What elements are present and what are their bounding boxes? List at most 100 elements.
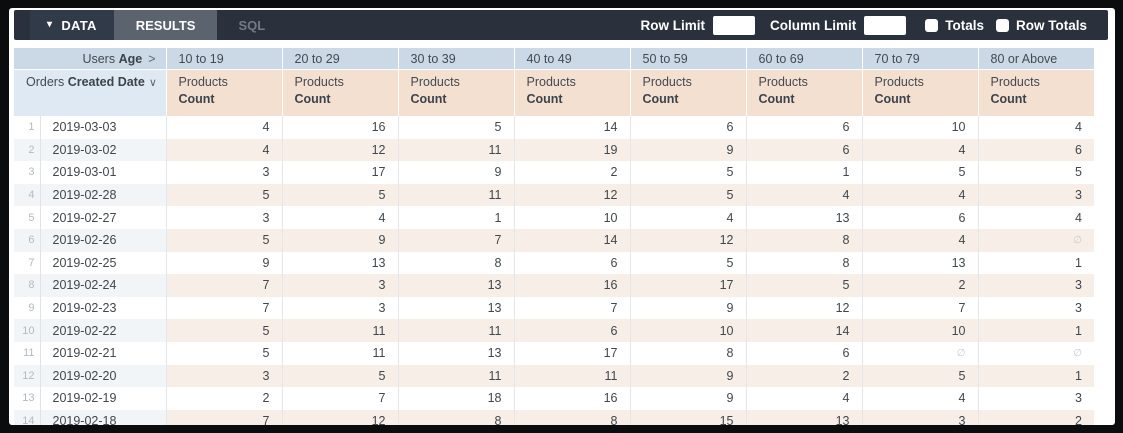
results-table-body: 1 2019-03-03 4 16 5 14 6 6 10 4 2 2019-03-02 4 12 11 19…: [14, 116, 1094, 425]
column-limit-input[interactable]: [864, 15, 907, 35]
row-number: 14: [14, 409, 40, 425]
value-cell: 12: [513, 183, 630, 207]
totals-checkbox[interactable]: [925, 18, 939, 32]
column-header-age-3[interactable]: 40 to 49: [513, 48, 630, 70]
value-cell: 7: [165, 296, 282, 320]
measure-header-2[interactable]: Products Count: [397, 69, 514, 116]
measure-header-6[interactable]: Products Count: [861, 69, 978, 116]
value-cell: 11: [281, 341, 398, 365]
value-cell: 7: [165, 274, 282, 297]
value-cell: 13: [745, 206, 862, 229]
table-row: 9 2019-02-23 7 3 13 7 9 12 7 3: [14, 296, 1094, 320]
value-cell: 3: [281, 296, 398, 320]
value-cell: 7: [281, 387, 398, 410]
row-number: 7: [28, 256, 35, 269]
value-cell: 7: [513, 296, 630, 320]
value-cell: 3: [165, 206, 282, 229]
value-cell: 13: [397, 341, 514, 365]
measure-header-4[interactable]: Products Count: [629, 69, 746, 116]
table-row: 6 2019-02-26 5 9 7 14 12 8 4 ∅: [14, 228, 1094, 252]
measure-header-5[interactable]: Products Count: [745, 69, 862, 116]
value-cell: 4: [977, 206, 1094, 229]
date-cell: 2019-02-19: [39, 387, 166, 410]
value-cell: 5: [281, 364, 398, 388]
value-cell: 7: [165, 409, 282, 425]
value-cell: 7: [861, 296, 978, 320]
value-cell: 19: [513, 138, 630, 162]
tab-data-label: DATA: [61, 17, 97, 33]
value-cell: 5: [629, 161, 746, 184]
table-row: 3 2019-03-01 3 17 9 2 5 1 5 5: [14, 161, 1094, 184]
row-limit-input[interactable]: [712, 15, 755, 35]
value-cell: 9: [281, 228, 398, 252]
measure-header-7[interactable]: Products Count: [977, 69, 1094, 116]
value-cell: 8: [513, 409, 630, 425]
row-number: 3: [28, 166, 35, 179]
value-cell: 14: [513, 228, 630, 252]
row-totals-checkbox[interactable]: [995, 18, 1009, 32]
value-cell: 11: [281, 319, 398, 342]
value-cell: 2: [861, 274, 978, 297]
value-cell: 5: [861, 161, 978, 184]
column-header-age-5[interactable]: 60 to 69: [745, 48, 862, 70]
date-cell: 2019-02-20: [39, 364, 166, 388]
table-row: 7 2019-02-25 9 13 8 6 5 8 13 1: [14, 251, 1094, 275]
value-cell: 5: [165, 319, 282, 342]
table-row: 10 2019-02-22 5 11 11 6 10 14 10 1: [14, 319, 1094, 342]
column-header-age-1[interactable]: 20 to 29: [281, 48, 398, 70]
value-cell: 9: [629, 138, 746, 162]
column-header-age-6[interactable]: 70 to 79: [861, 48, 978, 70]
pivot-dimension-header[interactable]: Users Age >: [14, 48, 166, 70]
measure-header-1[interactable]: Products Count: [281, 69, 398, 116]
row-number: 4: [14, 183, 40, 207]
tab-sql-label: SQL: [238, 17, 266, 33]
value-cell: 6: [977, 138, 1094, 162]
value-cell: 5: [861, 364, 978, 388]
value-cell: 13: [397, 296, 514, 320]
row-dimension-header[interactable]: Orders Created Date ∨: [14, 69, 166, 116]
measure-header-0[interactable]: Products Count: [165, 69, 282, 116]
value-cell: 10: [861, 116, 978, 139]
column-header-age-7[interactable]: 80 or Above: [977, 48, 1094, 70]
table-row: 1 2019-03-03 4 16 5 14 6 6 10 4: [14, 116, 1094, 139]
value-cell: 8: [397, 251, 514, 275]
value-cell: 6: [513, 251, 630, 275]
measure-header-3[interactable]: Products Count: [513, 69, 630, 116]
value-cell: 6: [513, 319, 630, 342]
column-header-age-0[interactable]: 10 to 19: [165, 48, 282, 70]
value-cell: 5: [629, 251, 746, 275]
tab-results[interactable]: RESULTS: [113, 10, 218, 40]
value-cell: 3: [977, 296, 1094, 320]
value-cell: 11: [397, 364, 514, 388]
value-cell: 10: [513, 206, 630, 229]
value-cell: 3: [977, 387, 1094, 410]
column-header-age-4[interactable]: 50 to 59: [629, 48, 746, 70]
tab-data[interactable]: ▾ DATA: [30, 10, 114, 40]
value-cell: 7: [397, 228, 514, 252]
date-cell: 2019-02-27: [39, 206, 166, 229]
value-cell: 12: [281, 409, 398, 425]
table-row: 4 2019-02-28 5 5 11 12 5 4 4 3: [14, 183, 1094, 207]
value-cell: 4: [281, 206, 398, 229]
value-cell: 17: [629, 274, 746, 297]
value-cell: 3: [977, 183, 1094, 207]
value-cell: 3: [165, 364, 282, 388]
value-cell: 3: [861, 409, 978, 425]
column-header-age-2[interactable]: 30 to 39: [397, 48, 514, 70]
value-cell: 6: [629, 116, 746, 139]
row-totals-label: Row Totals: [1015, 17, 1087, 33]
value-cell: ∅: [977, 228, 1094, 252]
date-cell: 2019-03-01: [39, 161, 166, 184]
value-cell: 4: [165, 116, 282, 139]
date-cell: 2019-02-21: [39, 341, 166, 365]
date-cell: 2019-02-22: [39, 319, 166, 342]
value-cell: ∅: [861, 341, 978, 365]
value-cell: ∅: [977, 341, 1094, 365]
value-cell: 5: [745, 274, 862, 297]
value-cell: 4: [165, 138, 282, 162]
row-number: 9: [28, 302, 35, 315]
value-cell: 15: [629, 409, 746, 425]
tab-sql[interactable]: SQL: [217, 10, 286, 40]
row-number: 8: [14, 274, 40, 297]
